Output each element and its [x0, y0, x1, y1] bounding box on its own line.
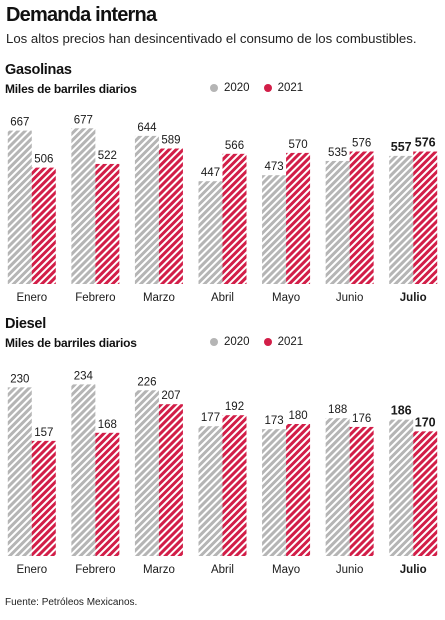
- x-tick-label-febrero: Febrero: [75, 564, 115, 576]
- data-label-2021-febrero: 522: [98, 150, 117, 162]
- x-tick-label-abril: Abril: [211, 292, 234, 304]
- legend-label-2021: 2021: [277, 82, 304, 94]
- bar-2021-julio: [413, 431, 438, 556]
- data-label-2021-enero: 157: [34, 427, 53, 439]
- bar-2021-marzo: [158, 404, 183, 556]
- data-label-2021-abril: 192: [225, 401, 244, 413]
- bar-2021-enero: [31, 167, 56, 284]
- gasolinas-plot: 667 506 Enero 677 522 Febrero 644 589 Marzo 447 56…: [7, 114, 438, 304]
- bar-2020-julio: [389, 419, 414, 556]
- data-label-2021-junio: 176: [352, 413, 371, 425]
- unit-label-diesel: Miles de barriles diarios: [5, 336, 137, 350]
- data-label-2020-enero: 230: [10, 373, 29, 385]
- bar-2020-abril: [198, 426, 223, 556]
- bar-2020-febrero: [71, 384, 96, 556]
- data-label-2020-febrero: 234: [74, 370, 94, 382]
- bar-2021-febrero: [95, 432, 120, 556]
- x-tick-label-febrero: Febrero: [75, 292, 115, 304]
- data-label-2021-julio: 576: [415, 136, 436, 150]
- legend-swatch-2020: [210, 338, 218, 346]
- bar-2020-mayo: [262, 429, 287, 556]
- bar-2020-marzo: [134, 390, 159, 556]
- data-label-2020-abril: 177: [201, 412, 220, 424]
- data-label-2021-enero: 506: [34, 154, 53, 166]
- x-tick-label-abril: Abril: [211, 564, 234, 576]
- section-title-diesel: Diesel: [5, 316, 46, 332]
- legend-item-2020: 2020: [210, 336, 250, 348]
- bar-2021-julio: [413, 151, 438, 284]
- data-label-2021-julio: 170: [415, 415, 436, 429]
- data-label-2021-marzo: 589: [161, 135, 180, 147]
- data-label-2021-mayo: 180: [288, 410, 307, 422]
- data-label-2021-marzo: 207: [161, 390, 180, 402]
- legend-item-2021: 2021: [263, 336, 304, 348]
- legend-item-2020: 2020: [210, 82, 250, 94]
- legend-diesel: 2020 2021: [210, 336, 303, 348]
- diesel-chart: Diesel Miles de barriles diarios 2020 20…: [0, 316, 445, 588]
- data-label-2020-abril: 447: [201, 167, 220, 179]
- x-tick-label-mayo: Mayo: [272, 292, 300, 304]
- legend-swatch-2021: [263, 338, 272, 346]
- legend-swatch-2021: [263, 84, 272, 92]
- bar-2021-marzo: [158, 148, 183, 284]
- bar-2021-mayo: [286, 152, 311, 284]
- bar-2020-abril: [198, 181, 223, 284]
- bar-2021-enero: [31, 440, 56, 556]
- data-label-2020-marzo: 644: [137, 122, 157, 134]
- data-label-2021-abril: 566: [225, 140, 244, 152]
- data-label-2020-mayo: 473: [264, 161, 283, 173]
- legend-label-2021: 2021: [277, 336, 304, 348]
- legend-item-2021: 2021: [263, 82, 304, 94]
- page-title: Demanda interna: [6, 4, 157, 26]
- data-label-2021-junio: 576: [352, 138, 371, 150]
- legend-label-2020: 2020: [224, 336, 250, 348]
- page-subtitle: Los altos precios han desincentivado el …: [6, 31, 417, 46]
- unit-label-gasolinas: Miles de barriles diarios: [5, 82, 137, 96]
- diesel-plot: 230 157 Enero 234 168 Febrero 226 207 Marzo 177 19…: [7, 370, 438, 576]
- bar-2021-mayo: [286, 424, 311, 556]
- legend-gasolinas: 2020 2021: [210, 82, 303, 94]
- data-label-2020-julio: 557: [391, 140, 412, 154]
- x-tick-label-enero: Enero: [16, 292, 47, 304]
- x-tick-label-julio: Julio: [400, 292, 427, 304]
- data-label-2020-junio: 188: [328, 404, 347, 416]
- bar-2020-marzo: [134, 135, 159, 284]
- data-label-2021-febrero: 168: [98, 419, 117, 431]
- bar-2020-junio: [325, 160, 350, 284]
- legend-swatch-2020: [210, 84, 218, 92]
- x-tick-label-marzo: Marzo: [143, 292, 175, 304]
- x-tick-label-marzo: Marzo: [143, 564, 175, 576]
- section-title-gasolinas: Gasolinas: [5, 62, 72, 78]
- x-tick-label-junio: Junio: [336, 564, 364, 576]
- data-label-2020-junio: 535: [328, 147, 347, 159]
- x-tick-label-junio: Junio: [336, 292, 364, 304]
- bar-2021-abril: [222, 153, 247, 284]
- data-label-2020-mayo: 173: [264, 415, 283, 427]
- bar-2020-enero: [7, 130, 32, 284]
- source-note: Fuente: Petróleos Mexicanos.: [5, 597, 138, 608]
- bar-2020-junio: [325, 418, 350, 556]
- bar-2020-enero: [7, 387, 32, 556]
- data-label-2020-julio: 186: [391, 404, 412, 418]
- bar-2020-febrero: [71, 128, 96, 284]
- x-tick-label-enero: Enero: [16, 564, 47, 576]
- bar-2021-abril: [222, 415, 247, 556]
- x-tick-label-julio: Julio: [400, 564, 427, 576]
- bar-2020-mayo: [262, 175, 287, 284]
- bar-2021-junio: [349, 426, 374, 556]
- data-label-2020-marzo: 226: [137, 376, 156, 388]
- data-label-2020-febrero: 677: [74, 114, 93, 126]
- bar-2021-junio: [349, 151, 374, 284]
- x-tick-label-mayo: Mayo: [272, 564, 300, 576]
- bar-2020-julio: [389, 155, 414, 284]
- data-label-2021-mayo: 570: [288, 139, 307, 151]
- bar-2021-febrero: [95, 163, 120, 284]
- data-label-2020-enero: 667: [10, 117, 29, 129]
- legend-label-2020: 2020: [224, 82, 250, 94]
- gasolinas-chart: Gasolinas Miles de barriles diarios 2020…: [0, 62, 445, 317]
